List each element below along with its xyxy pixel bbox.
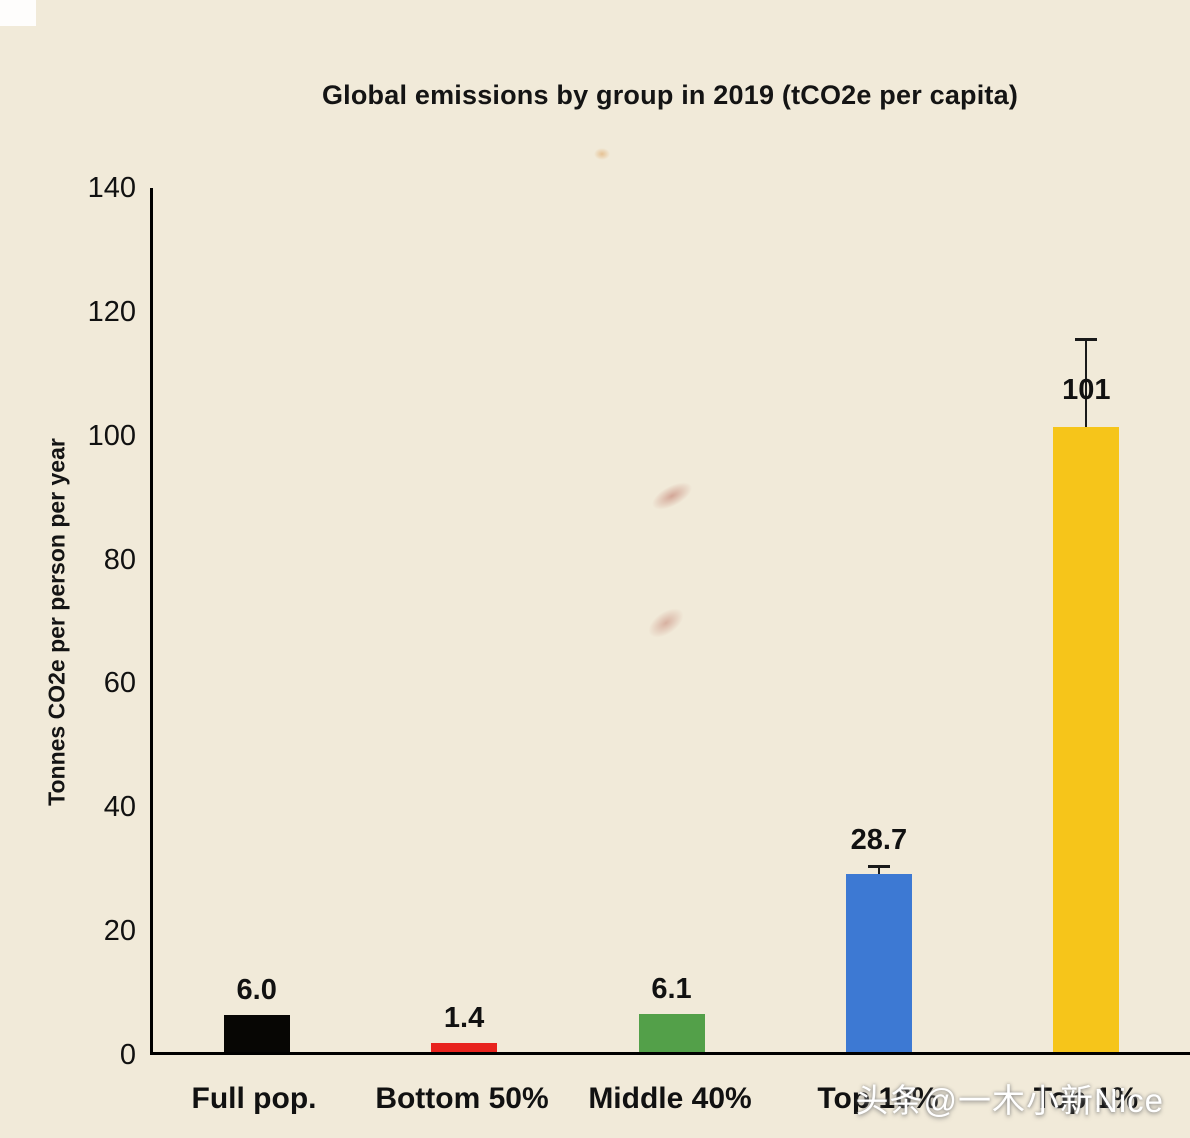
error-bar-line [877,865,880,874]
bar-rect [845,874,912,1052]
bar-middle-40-: 6.1 [638,973,705,1052]
scan-artifact [0,0,36,26]
bar-full-pop-: 6.0 [223,974,290,1052]
bar-value-label: 1.4 [443,1002,485,1034]
y-tick-label: 120 [87,295,136,328]
y-tick-label: 60 [103,667,136,700]
x-tick-label-top-10-: Top 10% [817,1082,939,1115]
chart-title: Global emissions by group in 2019 (tCO2e… [321,80,1019,110]
bar-value-label: 6.1 [651,973,692,1005]
x-tick-label-middle-40-: Middle 40% [588,1082,752,1115]
bar-rect [638,1014,705,1052]
x-axis-labels: Full pop. Bottom 50% Middle 40% Top 10% Top … [150,1082,1190,1134]
paper-stain [594,148,610,160]
y-axis-ticks: 0 20 40 60 80 100 120 140 [0,0,136,1138]
plot-area: 6.0 1.4 6.1 28.7 101 [150,188,1190,1055]
error-bar-cap [1075,338,1098,341]
bar-value-label: 28.7 [850,824,908,856]
y-tick-label: 40 [103,791,136,824]
y-tick-label: 0 [119,1039,136,1071]
bar-rect [431,1043,498,1052]
x-tick-label-top-1-: Top 1% [1033,1082,1139,1115]
watermark-text: 头条@一木小新Nice [855,1082,1164,1119]
bar-rect [1053,427,1120,1052]
y-tick-label: 20 [103,915,136,948]
bar-value-label: 101 [1062,374,1111,406]
x-tick-label-full-pop-: Full pop. [191,1082,317,1115]
x-tick-label-bottom-50-: Bottom 50% [375,1082,549,1115]
bar-top-10-: 28.7 [845,824,912,1052]
bar-value-label: 6.0 [236,974,277,1006]
y-tick-label: 140 [87,172,136,204]
error-bar-cap [867,865,890,868]
error-bar-line [1085,338,1088,427]
bar-bottom-50-: 1.4 [431,1002,498,1052]
y-tick-label: 100 [87,419,136,452]
bar-top-1-: 101 [1053,338,1120,1052]
bar-rect [223,1015,290,1052]
y-tick-label: 80 [103,543,136,576]
